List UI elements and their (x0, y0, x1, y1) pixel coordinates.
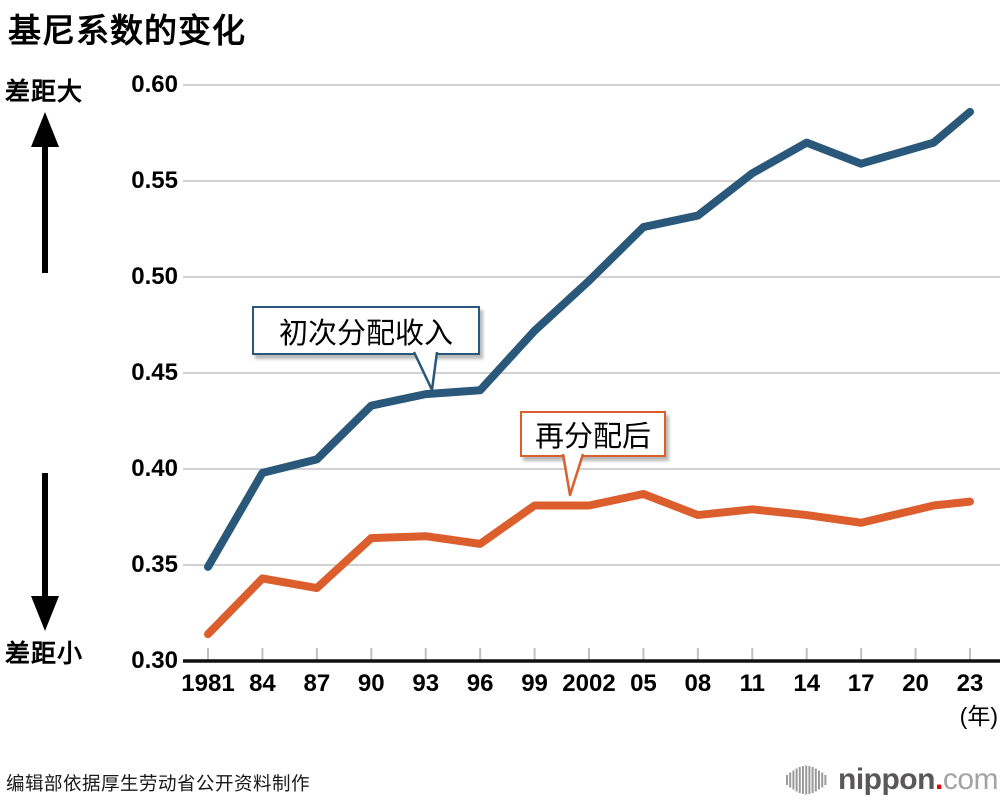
x-tick-label: 99 (521, 670, 548, 697)
x-tick-label: 2002 (562, 670, 616, 697)
nippon-com-wordmark: nippon. com (838, 763, 999, 796)
arrow-down-icon (31, 473, 59, 631)
y-tick-label: 0.55 (131, 167, 178, 194)
x-tick-label: 23 (956, 670, 984, 697)
y-axis-bottom-label: 差距小 (5, 640, 84, 668)
x-tick-label: 17 (847, 670, 875, 697)
y-axis-top-label: 差距大 (5, 78, 84, 106)
primary-income-callout: 初次分配收入 (252, 306, 480, 355)
page-title: 基尼系数的变化 (8, 12, 246, 49)
nippon-com-logo: nippon. com (785, 757, 999, 803)
redistributed-line (204, 489, 974, 639)
x-tick-label: 96 (466, 670, 494, 697)
y-tick-label: 0.45 (131, 359, 178, 386)
x-tick-label: 11 (739, 670, 765, 697)
x-tick-label: 20 (902, 670, 929, 697)
nippon-com-sunburst-icon (786, 765, 827, 795)
y-tick-label: 0.35 (131, 551, 178, 578)
x-axis-unit-label: (年) (959, 703, 998, 729)
source-note: 编辑部依据厚生劳动省公开资料制作 (6, 773, 311, 794)
x-tick-label: 05 (630, 670, 657, 697)
x-tick-label: 84 (249, 670, 276, 697)
axis-direction-arrows (31, 112, 59, 631)
redistributed-callout-label: 再分配后 (534, 421, 651, 453)
y-tick-label: 0.40 (131, 455, 178, 482)
x-tick-label: 08 (684, 670, 712, 697)
primary-income-callout-tail (412, 351, 439, 392)
primary-income-callout-label: 初次分配收入 (278, 317, 453, 350)
x-tick-label: 14 (793, 670, 821, 697)
x-tick-label: 87 (303, 670, 331, 697)
x-tick-label: 90 (357, 670, 385, 697)
y-tick-label: 0.50 (131, 263, 178, 290)
x-tick-label: 93 (412, 670, 440, 697)
redistributed-callout-tail (561, 453, 585, 497)
x-tick-label: 1981 (181, 670, 235, 697)
arrow-up-icon (31, 112, 59, 273)
y-tick-label: 0.60 (131, 71, 178, 98)
redistributed-callout: 再分配后 (520, 411, 666, 457)
y-tick-label: 0.30 (131, 647, 178, 674)
primary-income-line (204, 107, 974, 571)
